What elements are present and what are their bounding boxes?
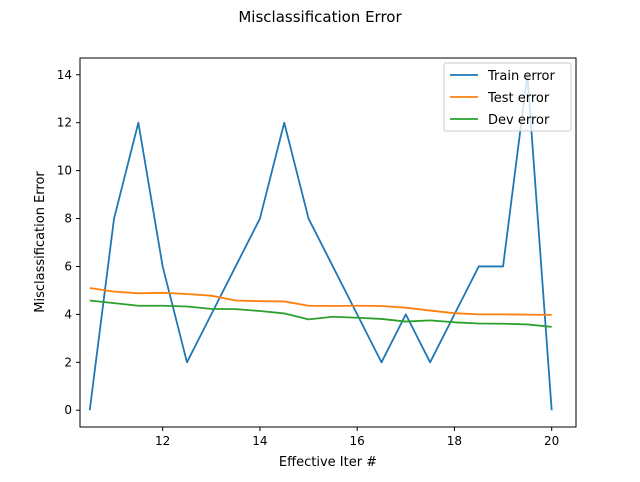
series-line-train [88,73,553,411]
y-tick-label: 0 [64,403,72,417]
series-line-dev [89,299,552,328]
series-line-test [89,287,552,316]
y-tick-label: 2 [64,355,72,369]
x-tick-label: 14 [252,434,267,448]
y-tick-label: 4 [64,307,72,321]
legend-label-dev: Dev error [488,113,550,128]
legend: Train error Test error Dev error [443,62,572,132]
chart-title: Misclassification Error [238,8,402,26]
y-axis-label: Misclassification Error [33,171,48,313]
legend-label-train: Train error [487,69,555,84]
x-tick-label: 18 [447,434,462,448]
x-tick-label: 20 [544,434,559,448]
series-layer [88,73,553,411]
ticks-layer: 12 14 16 18 20 0 2 4 6 8 10 12 14 [57,68,560,448]
y-tick-label: 12 [57,116,72,130]
legend-label-test: Test error [487,91,550,106]
x-axis-label: Effective Iter # [279,455,377,470]
axes-frame [79,57,577,428]
y-tick-label: 6 [64,259,72,273]
x-tick-label: 12 [155,434,170,448]
y-tick-label: 14 [57,68,72,82]
legend-box [443,62,572,132]
y-tick-label: 8 [64,212,72,226]
y-tick-label: 10 [57,164,72,178]
x-tick-label: 16 [350,434,365,448]
